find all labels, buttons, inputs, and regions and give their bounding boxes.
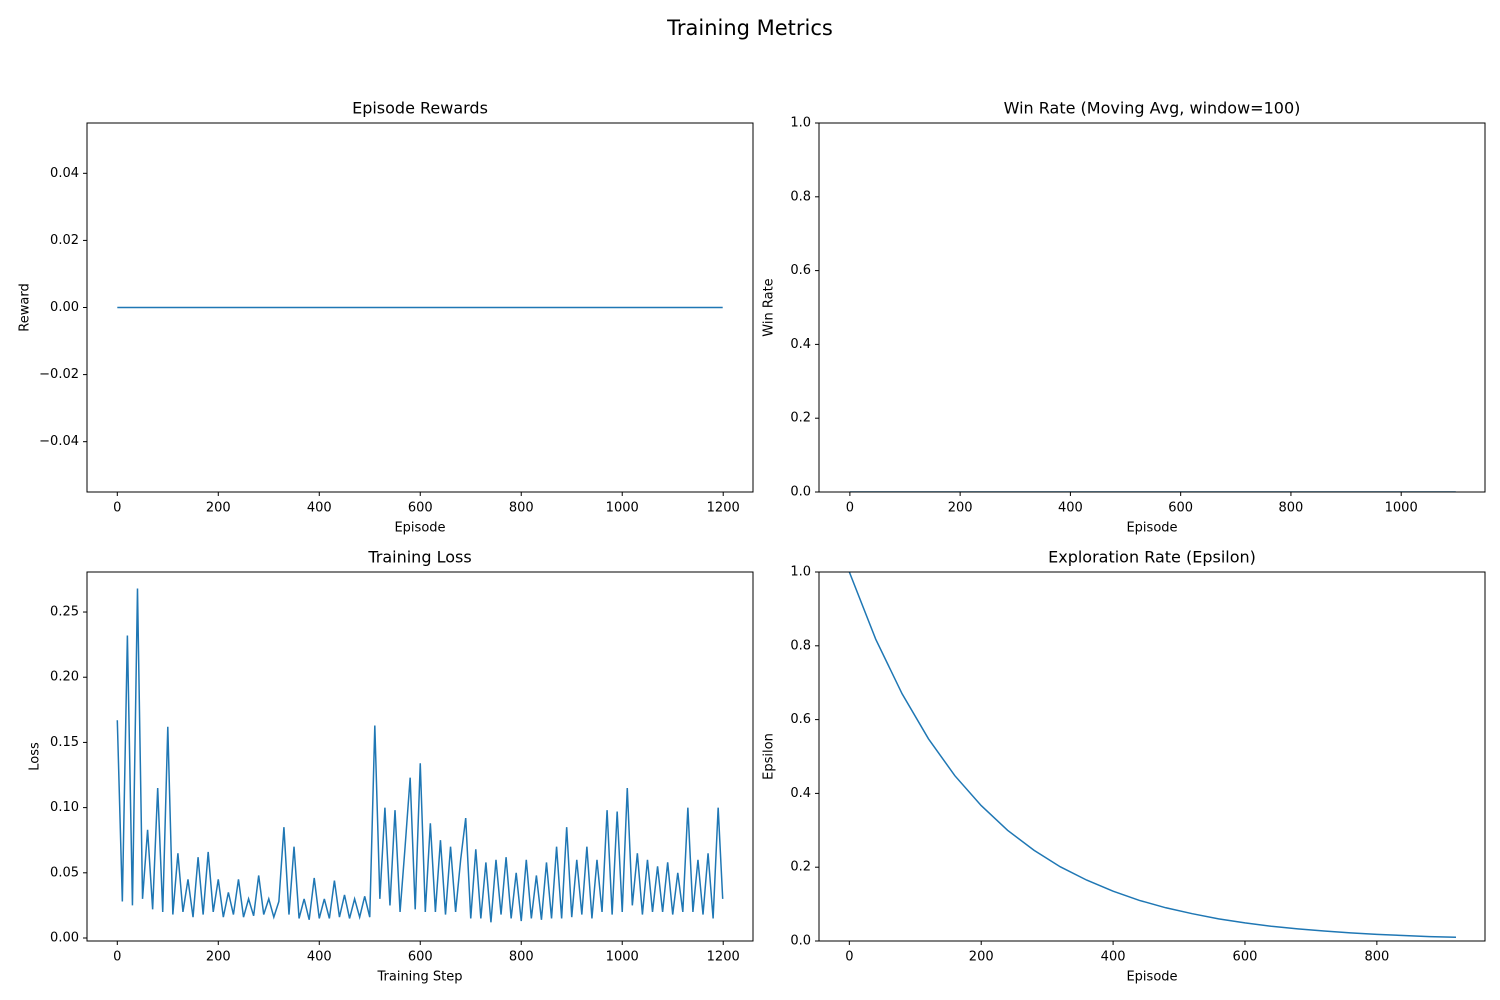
x-tick-label: 200: [206, 501, 231, 516]
x-tick-label: 600: [408, 950, 433, 965]
y-axis-label: Win Rate: [762, 278, 777, 336]
y-tick-label: 0.00: [50, 300, 79, 315]
y-tick-label: 0.15: [50, 735, 79, 750]
y-tick-label: 0.05: [50, 865, 79, 880]
y-axis-label: Epsilon: [762, 733, 777, 780]
x-tick-label: 1200: [707, 501, 740, 516]
y-tick-label: 0.2: [790, 411, 811, 426]
y-tick-label: 0.10: [50, 800, 79, 815]
x-axis-label: Episode: [1126, 521, 1177, 536]
plot-area: [116, 588, 724, 923]
axes-frame: [818, 571, 1486, 942]
subplot: 0 200 400 600 800 0.0 0.2 0.4 0.6 0.8 1.0 Explorati…: [762, 548, 1486, 985]
x-tick-label: 1000: [606, 950, 639, 965]
x-axis-label: Episode: [1126, 970, 1177, 985]
data-line: [116, 588, 724, 923]
y-axis-label: Reward: [18, 283, 33, 331]
subplot-title: Training Loss: [367, 548, 471, 567]
y-tick-label: 0.04: [50, 166, 79, 181]
x-tick-label: 800: [509, 950, 534, 965]
y-tick-label: −0.02: [39, 367, 79, 382]
subplot-title: Episode Rewards: [352, 99, 488, 118]
x-tick-label: 200: [206, 950, 231, 965]
x-tick-label: 800: [509, 501, 534, 516]
x-tick-label: 200: [948, 501, 973, 516]
y-tick-label: 0.4: [790, 786, 811, 801]
y-tick-label: 0.00: [50, 931, 79, 946]
y-tick-label: 0.6: [790, 712, 811, 727]
x-tick-label: 600: [408, 501, 433, 516]
y-tick-label: 0.0: [790, 485, 811, 500]
x-tick-label: 400: [1058, 501, 1083, 516]
x-tick-label: 0: [113, 501, 121, 516]
x-tick-label: 600: [1233, 950, 1258, 965]
subplot: 0 200 400 600 800 1000 0.0 0.2 0.4 0.6 0.8 1.0 Win R…: [762, 99, 1486, 536]
subplot-title: Exploration Rate (Epsilon): [1048, 548, 1256, 567]
x-tick-label: 400: [307, 950, 332, 965]
plot-area: [848, 572, 1457, 939]
x-tick-label: 0: [846, 501, 854, 516]
y-tick-label: 1.0: [790, 565, 811, 580]
x-tick-label: 1000: [606, 501, 639, 516]
y-tick-label: 1.0: [790, 116, 811, 131]
y-tick-label: 0.02: [50, 233, 79, 248]
x-tick-label: 0: [113, 950, 121, 965]
x-tick-label: 0: [845, 950, 853, 965]
x-tick-label: 800: [1279, 501, 1304, 516]
y-tick-label: 0.20: [50, 670, 79, 685]
x-tick-label: 400: [307, 501, 332, 516]
y-tick-label: 0.2: [790, 860, 811, 875]
subplot: 0 200 400 600 800 1000 1200 0.00 0.05 0.10 0.15 0.2…: [28, 548, 754, 985]
subplot-title: Win Rate (Moving Avg, window=100): [1004, 99, 1301, 118]
y-tick-label: 0.6: [790, 263, 811, 278]
x-tick-label: 600: [1168, 501, 1193, 516]
y-tick-label: 0.8: [790, 189, 811, 204]
y-tick-label: 0.0: [790, 934, 811, 949]
x-axis-label: Training Step: [376, 970, 462, 985]
y-tick-label: −0.04: [39, 434, 79, 449]
y-axis-label: Loss: [28, 742, 43, 771]
y-tick-label: 0.8: [790, 638, 811, 653]
x-tick-label: 400: [1101, 950, 1126, 965]
x-tick-label: 1000: [1385, 501, 1418, 516]
y-tick-label: 0.25: [50, 605, 79, 620]
data-line: [848, 572, 1457, 939]
y-tick-label: 0.4: [790, 337, 811, 352]
axes-frame: [818, 122, 1486, 493]
x-tick-label: 200: [969, 950, 994, 965]
x-tick-label: 800: [1364, 950, 1389, 965]
subplot: 0 200 400 600 800 1000 1200 −0.04 −0.02 0.00 0.02 0…: [18, 99, 754, 536]
figure-title: Training Metrics: [666, 16, 833, 40]
x-axis-label: Episode: [394, 521, 445, 536]
x-tick-label: 1200: [707, 950, 740, 965]
